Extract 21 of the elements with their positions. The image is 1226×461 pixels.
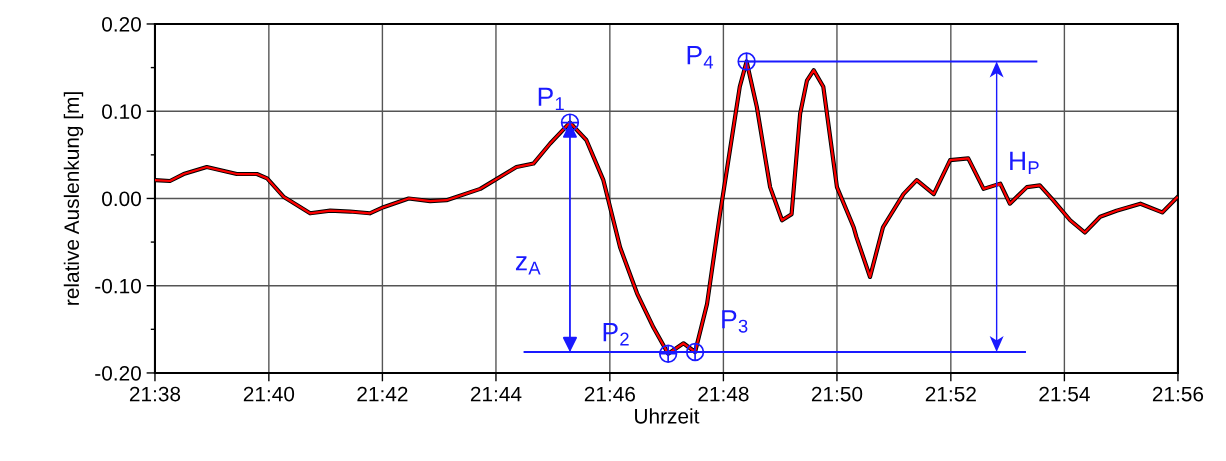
- x-tick-label: 21:56: [1152, 386, 1204, 402]
- x-tick-label: 21:50: [811, 386, 863, 402]
- y-tick-label: -0.10: [95, 278, 141, 294]
- y-tick-label: 0.00: [102, 191, 141, 207]
- annotation: z$_{A}$: [515, 256, 541, 275]
- x-tick-label: 21:42: [357, 386, 408, 402]
- annotation: P$_{1}$: [538, 87, 564, 111]
- annotation: P$_{4}$: [687, 46, 714, 69]
- x-tick-label: 21:48: [698, 386, 749, 402]
- y-tick-label: 0.10: [102, 104, 141, 119]
- x-tick-label: 21:38: [129, 386, 181, 402]
- annotation: H$_{P}$: [1010, 151, 1039, 175]
- y-tick-label: 0.20: [102, 16, 141, 32]
- x-axis-title: Uhrzeit: [635, 408, 700, 424]
- x-tick-label: 21:52: [925, 386, 976, 402]
- x-tick-label: 21:46: [584, 386, 635, 402]
- x-tick-label: 21:40: [243, 386, 295, 402]
- x-tick-label: 21:54: [1039, 386, 1090, 402]
- y-axis-title: relative Auslenkung [m]: [63, 92, 84, 305]
- x-tick-label: 21:44: [470, 386, 522, 402]
- y-tick-label: -0.20: [95, 365, 141, 381]
